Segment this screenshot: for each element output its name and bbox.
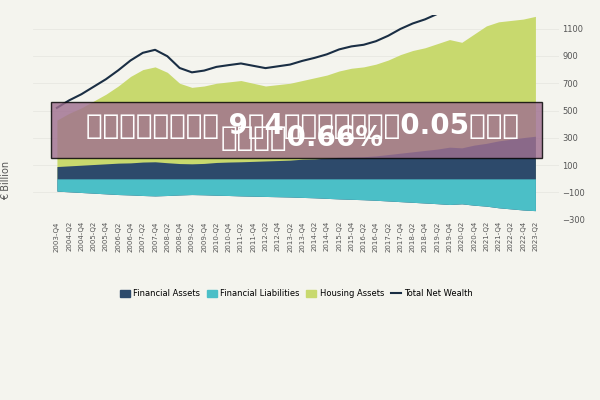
Text: 炸股能加多少杠杆 9月4日青农转偶上涨0.05％，转: 炸股能加多少杠杆 9月4日青农转偶上涨0.05％，转 (86, 112, 519, 140)
Text: 股溢价獵0.66%: 股溢价獵0.66% (221, 124, 384, 152)
FancyBboxPatch shape (51, 102, 542, 158)
Text: € Billion: € Billion (1, 160, 11, 200)
Legend: Financial Assets, Financial Liabilities, Housing Assets, Total Net Wealth: Financial Assets, Financial Liabilities,… (116, 286, 476, 302)
